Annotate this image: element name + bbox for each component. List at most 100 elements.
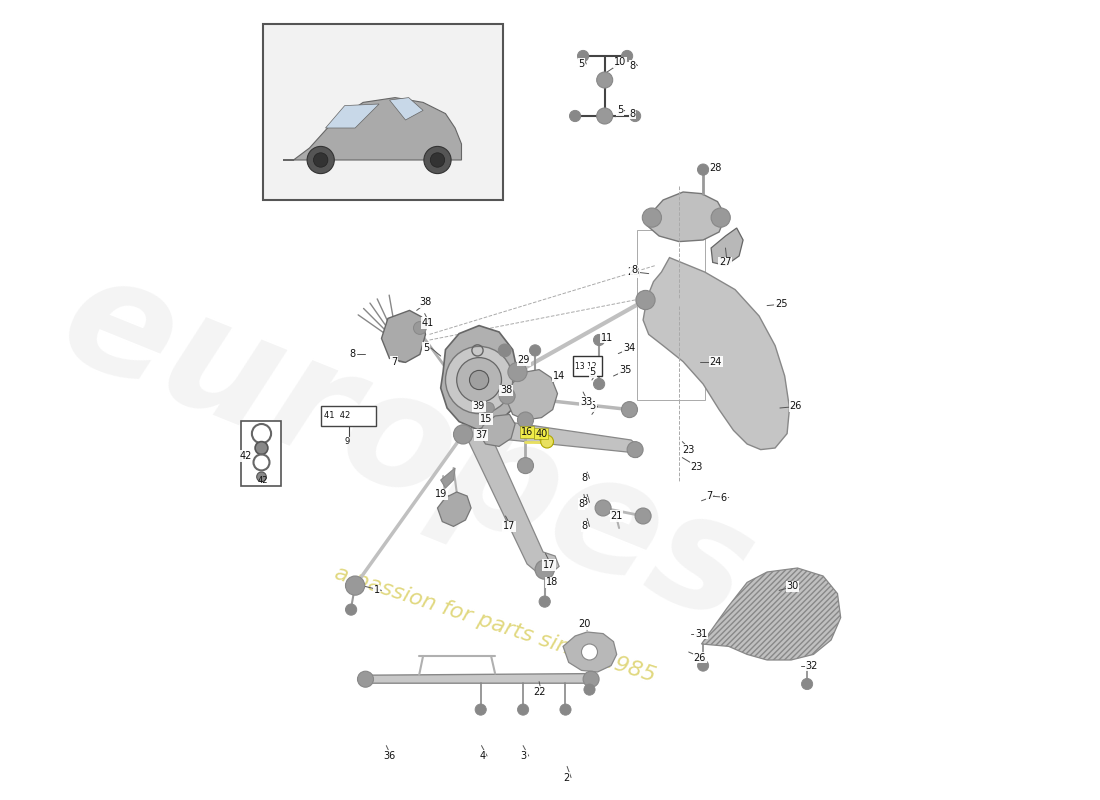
Text: 5: 5 — [617, 106, 623, 115]
Bar — [638, 230, 705, 304]
Circle shape — [255, 442, 268, 454]
Circle shape — [256, 472, 266, 482]
Circle shape — [358, 671, 374, 687]
Text: 14: 14 — [552, 371, 565, 381]
Polygon shape — [480, 414, 515, 446]
Text: 24: 24 — [710, 357, 722, 366]
Text: 41: 41 — [421, 318, 433, 328]
Text: 22: 22 — [534, 687, 546, 697]
Text: 23: 23 — [627, 267, 639, 277]
Circle shape — [539, 596, 550, 607]
Text: 17: 17 — [503, 522, 516, 531]
Text: 11: 11 — [601, 333, 613, 342]
Polygon shape — [389, 98, 424, 120]
Text: 8: 8 — [582, 498, 587, 507]
Polygon shape — [438, 492, 471, 526]
Circle shape — [508, 362, 527, 382]
Polygon shape — [365, 674, 594, 683]
Circle shape — [345, 604, 356, 615]
Circle shape — [621, 50, 632, 62]
Text: 17: 17 — [543, 560, 556, 570]
Text: 39: 39 — [473, 402, 485, 411]
Circle shape — [642, 208, 661, 227]
Circle shape — [414, 322, 427, 334]
Text: 26: 26 — [790, 402, 802, 411]
Bar — [321, 406, 376, 426]
Polygon shape — [563, 632, 617, 672]
Text: 7: 7 — [706, 491, 713, 501]
Bar — [263, 24, 503, 200]
Text: 8: 8 — [631, 266, 637, 275]
Text: 5: 5 — [424, 343, 429, 353]
Text: 13 12: 13 12 — [575, 362, 596, 371]
Circle shape — [314, 153, 328, 167]
Circle shape — [535, 560, 554, 579]
Circle shape — [560, 704, 571, 715]
Polygon shape — [647, 192, 726, 242]
Circle shape — [582, 644, 597, 660]
Text: 8: 8 — [350, 349, 355, 358]
Text: 8: 8 — [582, 474, 587, 483]
Circle shape — [636, 290, 656, 310]
Circle shape — [802, 678, 813, 690]
Text: 34: 34 — [623, 343, 636, 353]
Text: 6: 6 — [720, 493, 727, 502]
Text: 16: 16 — [520, 427, 532, 437]
Text: 5: 5 — [590, 402, 596, 411]
Circle shape — [498, 344, 512, 357]
Text: 8: 8 — [629, 109, 636, 118]
Text: 23: 23 — [691, 462, 703, 472]
Polygon shape — [702, 568, 840, 660]
Text: 35: 35 — [619, 365, 631, 374]
Text: 9: 9 — [344, 437, 350, 446]
Text: europes: europes — [41, 240, 774, 656]
Text: 30: 30 — [786, 582, 799, 591]
Text: 7: 7 — [392, 357, 397, 366]
Circle shape — [629, 110, 640, 122]
Polygon shape — [711, 228, 744, 266]
Text: 27: 27 — [719, 258, 732, 267]
Polygon shape — [326, 104, 379, 128]
Text: 38: 38 — [419, 298, 431, 307]
Bar — [573, 356, 603, 376]
Text: 8: 8 — [629, 61, 636, 70]
Polygon shape — [283, 98, 462, 160]
Text: 3: 3 — [520, 751, 527, 761]
Text: 41  42: 41 42 — [323, 411, 350, 421]
Text: 36: 36 — [383, 751, 395, 761]
Text: 8: 8 — [579, 499, 584, 509]
Circle shape — [456, 358, 502, 402]
Circle shape — [584, 684, 595, 695]
Text: 33: 33 — [580, 397, 592, 406]
Text: 29: 29 — [517, 355, 530, 365]
Text: 20: 20 — [579, 619, 591, 629]
Text: 42: 42 — [257, 476, 268, 485]
Text: 8: 8 — [582, 522, 587, 531]
Text: 32: 32 — [805, 661, 818, 670]
Text: 42: 42 — [239, 451, 252, 461]
Circle shape — [475, 704, 486, 715]
Text: 26: 26 — [693, 653, 706, 662]
Circle shape — [499, 388, 515, 404]
Text: 31: 31 — [695, 629, 707, 638]
Circle shape — [621, 402, 638, 418]
Circle shape — [470, 370, 488, 390]
Text: 37: 37 — [475, 430, 487, 440]
Polygon shape — [441, 468, 455, 488]
Text: 21: 21 — [610, 511, 623, 521]
Circle shape — [517, 412, 534, 428]
Circle shape — [596, 108, 613, 124]
Circle shape — [583, 671, 600, 687]
Circle shape — [517, 458, 534, 474]
Circle shape — [345, 576, 365, 595]
Circle shape — [424, 146, 451, 174]
Text: 5: 5 — [590, 367, 596, 377]
Text: a passion for parts since 1985: a passion for parts since 1985 — [332, 562, 658, 686]
Circle shape — [570, 110, 581, 122]
Circle shape — [307, 146, 334, 174]
Text: 2: 2 — [563, 773, 570, 782]
Circle shape — [711, 208, 730, 227]
Circle shape — [529, 345, 541, 356]
Circle shape — [595, 500, 612, 516]
Circle shape — [517, 704, 529, 715]
